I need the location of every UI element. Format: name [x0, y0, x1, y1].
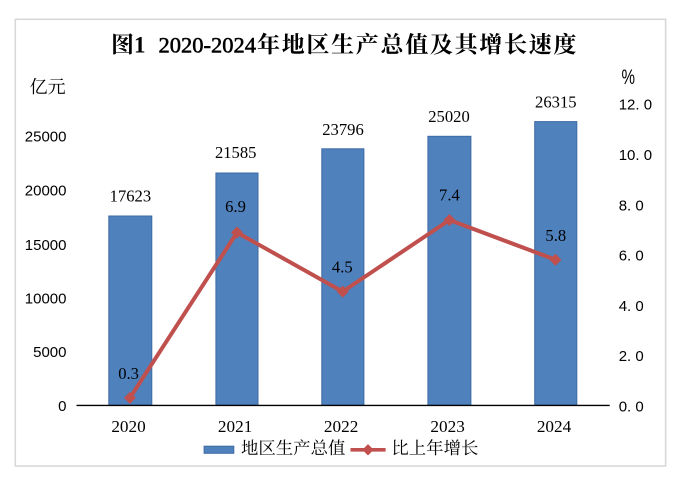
svg-text:5.8: 5.8 [545, 226, 566, 245]
svg-text:21585: 21585 [215, 143, 256, 162]
svg-text:7.4: 7.4 [439, 186, 460, 205]
svg-text:图1: 图1 [111, 27, 146, 60]
svg-text:15000: 15000 [25, 237, 67, 254]
svg-text:6.9: 6.9 [225, 197, 246, 216]
svg-text:25020: 25020 [428, 107, 469, 126]
svg-text:25000: 25000 [25, 128, 67, 145]
svg-text:20000: 20000 [25, 183, 67, 200]
svg-text:17623: 17623 [110, 187, 151, 206]
svg-text:2021: 2021 [218, 417, 252, 436]
svg-text:2. 0: 2. 0 [619, 348, 644, 365]
svg-text:4. 0: 4. 0 [619, 298, 644, 315]
svg-text:10. 0: 10. 0 [619, 147, 652, 164]
svg-text:2024: 2024 [537, 417, 572, 436]
svg-text:0.3: 0.3 [118, 364, 139, 383]
svg-text:10000: 10000 [25, 291, 67, 308]
svg-text:4.5: 4.5 [332, 258, 353, 277]
svg-text:比上年增长: 比上年增长 [391, 434, 478, 459]
svg-text:0. 0: 0. 0 [619, 399, 644, 416]
svg-text:2020: 2020 [111, 417, 145, 436]
svg-text:0: 0 [58, 398, 66, 415]
svg-text:6. 0: 6. 0 [619, 248, 644, 265]
svg-text:26315: 26315 [535, 92, 576, 111]
svg-text:2020-2024: 2020-2024 [159, 33, 257, 58]
svg-text:2022: 2022 [324, 417, 358, 436]
svg-text:5000: 5000 [33, 344, 66, 361]
svg-text:2023: 2023 [430, 417, 464, 436]
svg-text:23796: 23796 [322, 120, 363, 139]
svg-text:地区生产总值: 地区生产总值 [241, 434, 345, 459]
svg-text:12. 0: 12. 0 [619, 97, 652, 114]
svg-text:年地区生产总值及其增长速度: 年地区生产总值及其增长速度 [257, 27, 578, 60]
svg-text:亿元: 亿元 [30, 73, 66, 99]
svg-text:%: % [622, 66, 636, 89]
svg-text:8. 0: 8. 0 [619, 197, 644, 214]
